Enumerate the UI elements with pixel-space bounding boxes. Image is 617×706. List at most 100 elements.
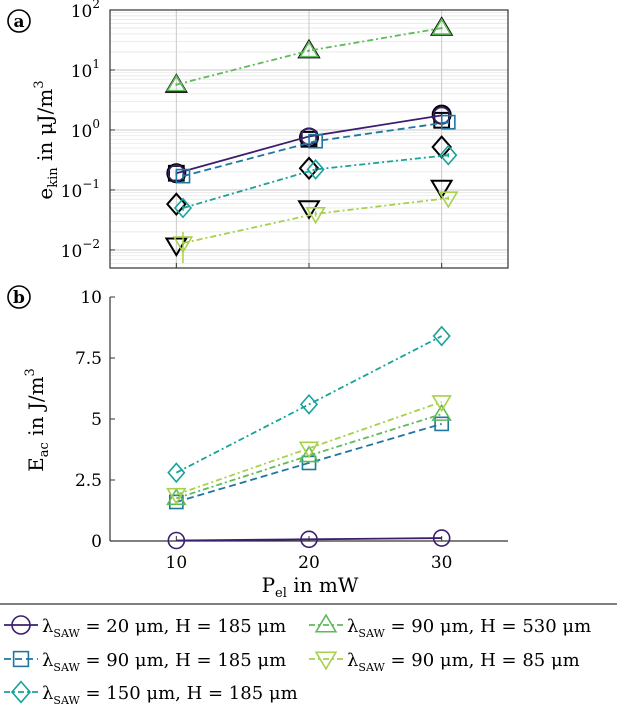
series-line xyxy=(176,413,442,500)
data-point xyxy=(306,158,325,180)
legend-swatch-marker xyxy=(10,680,32,704)
legend-label: λSAW = 90 μm, H = 530 μm xyxy=(347,616,591,640)
y-tick-label: 5 xyxy=(91,410,102,430)
data-point xyxy=(434,416,450,432)
data-point xyxy=(298,40,320,58)
y-tick-exp: 1 xyxy=(92,57,100,71)
y-axis-label: Eac in J/m3 xyxy=(23,368,52,472)
panel-label-circle xyxy=(7,9,31,33)
y-tick-label: 0 xyxy=(91,532,102,552)
y-tick-base: 10 xyxy=(71,2,93,22)
legend: λSAW = 20 μm, H = 185 μm λSAW = 90 μm, H … xyxy=(0,603,617,706)
legend-lambda-sub: SAW xyxy=(358,661,385,674)
reference-marker xyxy=(298,156,320,181)
y-tick-exp: 0 xyxy=(92,117,100,131)
legend-lambda: λ xyxy=(42,650,53,671)
y-tick-label: 10 xyxy=(80,288,102,308)
data-point xyxy=(299,393,319,415)
data-point xyxy=(166,74,187,92)
series-line xyxy=(182,154,449,209)
legend-swatch-marker xyxy=(314,651,338,671)
series-line xyxy=(176,27,442,86)
legend-text: = 90 μm, H = 85 μm xyxy=(385,650,580,671)
data-point xyxy=(431,395,452,413)
legend-label: λSAW = 20 μm, H = 185 μm xyxy=(42,616,286,640)
legend-item: λSAW = 150 μm, H = 185 μm xyxy=(4,680,298,706)
data-point xyxy=(173,197,193,219)
reference-marker xyxy=(430,179,454,200)
panel-b: 0 2.5 5 7.5 10 10 20 30 b Eac in J/m3 Pel in mW xyxy=(7,285,508,601)
y-tick-base: 10 xyxy=(61,182,83,202)
legend-item: λSAW = 90 μm, H = 185 μm xyxy=(4,650,286,674)
series-line xyxy=(182,121,449,178)
legend-lambda-sub: SAW xyxy=(358,627,385,640)
reference-marker xyxy=(164,237,188,258)
legend-text: = 90 μm, H = 185 μm xyxy=(80,650,286,671)
y-tick-label: 100 xyxy=(71,117,100,142)
data-point xyxy=(172,236,194,254)
data-point xyxy=(439,144,458,166)
legend-label: λSAW = 90 μm, H = 185 μm xyxy=(42,650,286,674)
legend-swatch-marker xyxy=(314,613,338,633)
x-axis-label-main: P xyxy=(262,573,275,597)
legend-swatch-marker xyxy=(11,615,31,635)
data-point xyxy=(298,441,320,459)
legend-item: λSAW = 90 μm, H = 530 μm xyxy=(309,613,591,640)
series-line xyxy=(176,401,442,496)
series-line xyxy=(175,335,443,474)
data-point xyxy=(175,168,191,184)
data-point xyxy=(167,462,186,484)
legend-item: λSAW = 20 μm, H = 185 μm xyxy=(4,615,286,640)
y-axis-label-sup: 3 xyxy=(32,80,47,88)
y-tick-label: 2.5 xyxy=(75,471,102,491)
legend-lambda: λ xyxy=(42,616,53,637)
legend-lambda-sub: SAW xyxy=(53,661,80,674)
x-tick-label: 30 xyxy=(431,553,453,573)
legend-item: λSAW = 90 μm, H = 85 μm xyxy=(309,650,580,674)
reference-marker xyxy=(297,200,321,220)
y-tick-label: 10−1 xyxy=(61,177,100,202)
y-axis-label-main: e xyxy=(33,188,57,200)
data-point xyxy=(438,191,459,209)
y-tick-base: 10 xyxy=(71,62,93,82)
legend-lambda: λ xyxy=(347,616,358,637)
x-axis-label: Pel in mW xyxy=(262,573,359,601)
y-axis-label-sub: kin xyxy=(46,167,61,188)
y-axis-label-rest: in J/m xyxy=(24,376,48,442)
x-axis-label-sub: el xyxy=(275,586,287,601)
legend-swatch-marker xyxy=(12,650,30,668)
data-point xyxy=(432,529,451,547)
y-tick-label: 7.5 xyxy=(75,349,102,369)
y-tick-base: 10 xyxy=(61,242,83,262)
x-tick-label: 10 xyxy=(166,553,188,573)
x-axis-label-rest: in mW xyxy=(287,573,359,597)
y-axis-label-main: E xyxy=(24,457,48,472)
legend-text: = 20 μm, H = 185 μm xyxy=(80,616,286,637)
series-line xyxy=(176,423,442,503)
series-line xyxy=(176,537,442,542)
data-point xyxy=(305,207,326,225)
data-point xyxy=(431,17,452,35)
data-point xyxy=(440,114,456,130)
y-tick-exp: −1 xyxy=(82,177,100,191)
legend-lambda: λ xyxy=(347,650,358,671)
y-axis-label-sub: ac xyxy=(37,442,52,457)
data-point xyxy=(308,133,323,149)
y-tick-exp: 2 xyxy=(92,0,100,11)
y-tick-label: 102 xyxy=(71,0,100,22)
legend-lambda-sub: SAW xyxy=(53,627,80,640)
panel-label: b xyxy=(13,288,25,308)
data-point xyxy=(298,445,320,463)
legend-lambda-sub: SAW xyxy=(53,694,80,706)
y-axis-label-sup: 3 xyxy=(23,368,38,376)
x-tick-label: 20 xyxy=(298,553,320,573)
legend-label: λSAW = 150 μm, H = 185 μm xyxy=(42,683,298,706)
legend-text: = 150 μm, H = 185 μm xyxy=(80,683,298,704)
y-tick-exp: −2 xyxy=(82,237,100,251)
series-line xyxy=(182,197,449,244)
y-axis-label-rest: in μJ/m xyxy=(33,89,57,168)
data-point xyxy=(166,487,187,506)
data-point xyxy=(300,530,318,549)
data-point xyxy=(167,531,186,550)
